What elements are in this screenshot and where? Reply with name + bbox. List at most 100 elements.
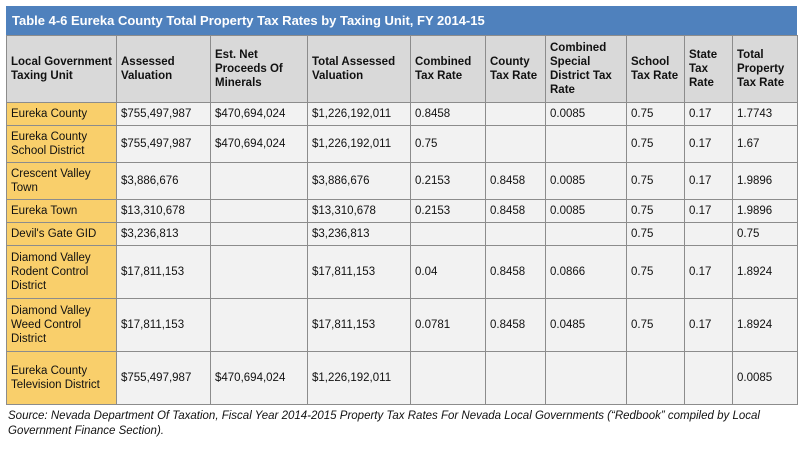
- col-header-combined-rate: Combined Tax Rate: [410, 35, 486, 103]
- cell-combined-rate: 0.0781: [410, 298, 486, 352]
- tax-rate-table: Local Government Taxing Unit Assessed Va…: [6, 35, 798, 405]
- cell-combined-rate: 0.04: [410, 245, 486, 299]
- col-header-total-assessed: Total Assessed Valuation: [307, 35, 411, 103]
- cell-state-rate: 0.17: [684, 125, 733, 163]
- cell-special-district-rate: 0.0866: [545, 245, 627, 299]
- table-row: Devil's Gate GID $3,236,813 $3,236,813 0.75…: [6, 222, 798, 246]
- cell-net-proceeds: [210, 162, 308, 200]
- tax-table-figure: Table 4-6 Eureka County Total Property T…: [6, 6, 798, 439]
- table-row: Diamond Valley Rodent Control District $1…: [6, 245, 798, 299]
- col-header-county-rate: County Tax Rate: [485, 35, 546, 103]
- col-header-special-district-rate: Combined Special District Tax Rate: [545, 35, 627, 103]
- cell-total-assessed: $1,226,192,011: [307, 125, 411, 163]
- cell-special-district-rate: 0.0085: [545, 162, 627, 200]
- cell-combined-rate: [410, 351, 486, 405]
- cell-county-rate: [485, 222, 546, 246]
- cell-county-rate: 0.8458: [485, 162, 546, 200]
- cell-assessed-valuation: $17,811,153: [116, 245, 211, 299]
- cell-state-rate: 0.17: [684, 199, 733, 223]
- cell-county-rate: [485, 351, 546, 405]
- cell-total-rate: 1.9896: [732, 199, 798, 223]
- cell-state-rate: [684, 222, 733, 246]
- cell-taxing-unit: Devil's Gate GID: [6, 222, 117, 246]
- cell-school-rate: 0.75: [626, 222, 685, 246]
- cell-total-rate: 1.8924: [732, 298, 798, 352]
- table-row: Eureka County Television District $755,49…: [6, 351, 798, 405]
- cell-net-proceeds: $470,694,024: [210, 102, 308, 126]
- cell-state-rate: 0.17: [684, 245, 733, 299]
- cell-county-rate: [485, 125, 546, 163]
- cell-net-proceeds: [210, 222, 308, 246]
- cell-assessed-valuation: $755,497,987: [116, 125, 211, 163]
- cell-total-rate: 1.9896: [732, 162, 798, 200]
- cell-school-rate: [626, 351, 685, 405]
- cell-combined-rate: 0.2153: [410, 162, 486, 200]
- cell-assessed-valuation: $755,497,987: [116, 351, 211, 405]
- cell-combined-rate: 0.2153: [410, 199, 486, 223]
- cell-taxing-unit: Eureka County School District: [6, 125, 117, 163]
- cell-taxing-unit: Diamond Valley Weed Control District: [6, 298, 117, 352]
- cell-school-rate: 0.75: [626, 125, 685, 163]
- cell-net-proceeds: $470,694,024: [210, 125, 308, 163]
- cell-taxing-unit: Eureka County: [6, 102, 117, 126]
- table-row: Eureka Town $13,310,678 $13,310,678 0.2153 0…: [6, 199, 798, 223]
- cell-total-rate: 0.75: [732, 222, 798, 246]
- cell-county-rate: [485, 102, 546, 126]
- cell-county-rate: 0.8458: [485, 298, 546, 352]
- col-header-state-rate: State Tax Rate: [684, 35, 733, 103]
- cell-state-rate: [684, 351, 733, 405]
- table-row: Eureka County School District $755,497,98…: [6, 125, 798, 163]
- cell-state-rate: 0.17: [684, 102, 733, 126]
- cell-assessed-valuation: $13,310,678: [116, 199, 211, 223]
- cell-total-assessed: $17,811,153: [307, 245, 411, 299]
- cell-school-rate: 0.75: [626, 199, 685, 223]
- cell-school-rate: 0.75: [626, 245, 685, 299]
- cell-assessed-valuation: $3,236,813: [116, 222, 211, 246]
- cell-county-rate: 0.8458: [485, 199, 546, 223]
- col-header-assessed-valuation: Assessed Valuation: [116, 35, 211, 103]
- cell-school-rate: 0.75: [626, 102, 685, 126]
- col-header-taxing-unit: Local Government Taxing Unit: [6, 35, 117, 103]
- cell-total-assessed: $13,310,678: [307, 199, 411, 223]
- cell-net-proceeds: [210, 298, 308, 352]
- cell-net-proceeds: [210, 199, 308, 223]
- table-row: Diamond Valley Weed Control District $17,…: [6, 298, 798, 352]
- col-header-school-rate: School Tax Rate: [626, 35, 685, 103]
- table-title: Table 4-6 Eureka County Total Property T…: [6, 6, 797, 35]
- cell-special-district-rate: [545, 222, 627, 246]
- source-note: Source: Nevada Department Of Taxation, F…: [8, 410, 760, 437]
- cell-net-proceeds: $470,694,024: [210, 351, 308, 405]
- cell-total-rate: 1.8924: [732, 245, 798, 299]
- cell-total-rate: 0.0085: [732, 351, 798, 405]
- col-header-net-proceeds: Est. Net Proceeds Of Minerals: [210, 35, 308, 103]
- cell-taxing-unit: Eureka County Television District: [6, 351, 117, 405]
- cell-state-rate: 0.17: [684, 298, 733, 352]
- cell-taxing-unit: Diamond Valley Rodent Control District: [6, 245, 117, 299]
- cell-net-proceeds: [210, 245, 308, 299]
- cell-state-rate: 0.17: [684, 162, 733, 200]
- cell-taxing-unit: Crescent Valley Town: [6, 162, 117, 200]
- cell-total-assessed: $17,811,153: [307, 298, 411, 352]
- cell-assessed-valuation: $3,886,676: [116, 162, 211, 200]
- cell-total-assessed: $3,886,676: [307, 162, 411, 200]
- cell-assessed-valuation: $755,497,987: [116, 102, 211, 126]
- col-header-total-rate: Total Property Tax Rate: [732, 35, 798, 103]
- cell-special-district-rate: [545, 351, 627, 405]
- cell-assessed-valuation: $17,811,153: [116, 298, 211, 352]
- header-row: Local Government Taxing Unit Assessed Va…: [6, 35, 798, 103]
- cell-combined-rate: [410, 222, 486, 246]
- cell-total-assessed: $1,226,192,011: [307, 351, 411, 405]
- cell-special-district-rate: 0.0485: [545, 298, 627, 352]
- cell-total-assessed: $1,226,192,011: [307, 102, 411, 126]
- cell-special-district-rate: [545, 125, 627, 163]
- cell-county-rate: 0.8458: [485, 245, 546, 299]
- cell-total-rate: 1.67: [732, 125, 798, 163]
- table-row: Eureka County $755,497,987 $470,694,024 $1,…: [6, 102, 798, 126]
- table-row: Crescent Valley Town $3,886,676 $3,886,676…: [6, 162, 798, 200]
- cell-taxing-unit: Eureka Town: [6, 199, 117, 223]
- cell-school-rate: 0.75: [626, 162, 685, 200]
- cell-total-assessed: $3,236,813: [307, 222, 411, 246]
- cell-total-rate: 1.7743: [732, 102, 798, 126]
- cell-school-rate: 0.75: [626, 298, 685, 352]
- cell-special-district-rate: 0.0085: [545, 102, 627, 126]
